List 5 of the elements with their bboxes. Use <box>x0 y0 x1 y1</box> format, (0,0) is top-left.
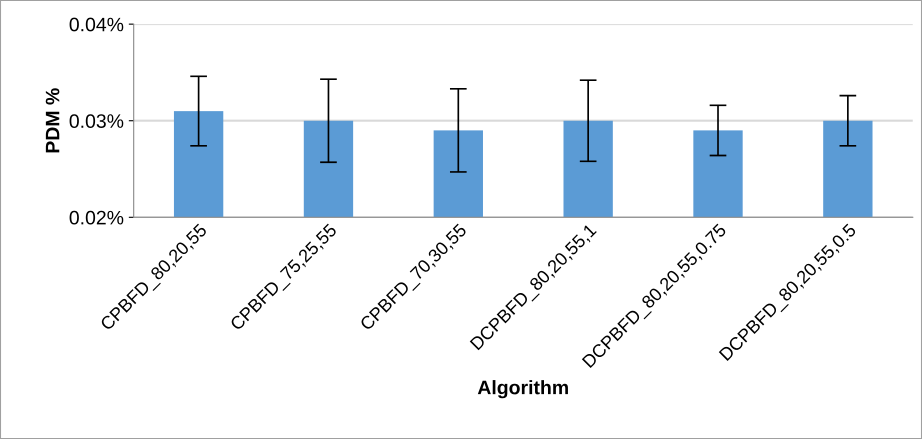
y-tick-label: 0.03% <box>70 114 124 128</box>
x-axis-title: Algorithm <box>478 380 568 398</box>
y-tick-label: 0.02% <box>70 210 124 225</box>
y-axis-title: PDM % <box>46 88 60 152</box>
y-tick-label: 0.04% <box>70 18 124 32</box>
